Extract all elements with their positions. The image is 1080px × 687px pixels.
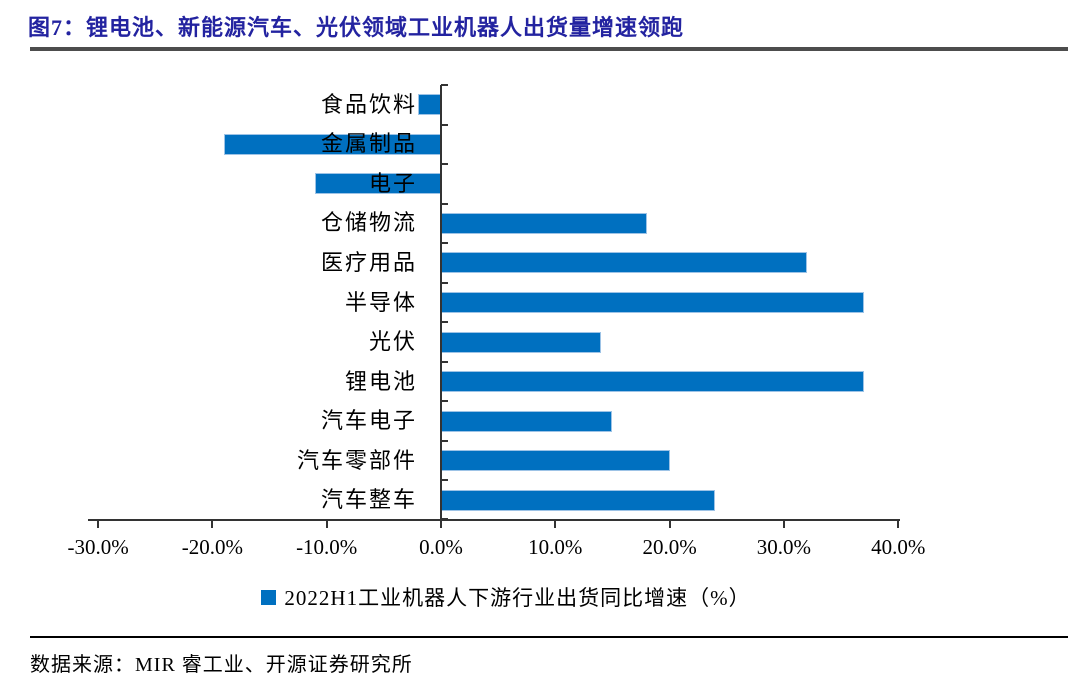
x-axis-tick-label: -20.0% <box>181 535 244 559</box>
legend-marker-icon <box>261 589 277 605</box>
chart-bar <box>441 331 602 353</box>
category-label: 汽车整车 <box>320 487 417 513</box>
category-label: 汽车电子 <box>320 408 417 434</box>
y-axis-tick <box>441 202 448 205</box>
chart-bar <box>441 410 613 432</box>
x-axis-tick-label: 40.0% <box>871 535 926 559</box>
x-axis-tick-label: -30.0% <box>67 535 129 559</box>
chart-bar <box>441 212 647 234</box>
chart-bar <box>441 450 670 472</box>
category-label: 仓储物流 <box>320 210 417 236</box>
chart-legend: 2022H1工业机器人下游行业出货同比增速（%） <box>0 582 1046 612</box>
chart-bar <box>441 371 864 393</box>
x-axis-tick <box>668 520 671 528</box>
x-axis-tick-label: 10.0% <box>528 535 583 559</box>
category-label: 汽车零部件 <box>296 447 417 473</box>
chart-bar <box>441 252 807 274</box>
category-label: 医疗用品 <box>320 249 417 275</box>
y-axis-tick <box>441 479 448 482</box>
bar-chart: 食品饮料金属制品电子仓储物流医疗用品半导体光伏锂电池汽车电子汽车零部件汽车整车 -… <box>0 84 1080 559</box>
legend-label: 2022H1工业机器人下游行业出货同比增速（%） <box>284 586 751 610</box>
footer-divider <box>30 636 1068 638</box>
y-axis-tick <box>441 163 448 166</box>
x-axis-tick-label: 0.0% <box>419 535 463 559</box>
y-axis-tick <box>441 84 448 86</box>
x-axis-tick-label: 20.0% <box>642 535 697 559</box>
category-label: 电子 <box>368 170 417 196</box>
y-axis-tick <box>441 439 448 442</box>
category-label: 光伏 <box>368 329 417 355</box>
category-label: 锂电池 <box>344 368 417 394</box>
x-axis-tick <box>782 520 785 528</box>
y-axis-tick <box>441 281 448 284</box>
y-axis-tick <box>441 123 448 126</box>
chart-bar <box>441 292 864 313</box>
x-axis-tick <box>554 520 557 528</box>
y-axis-tick <box>441 321 448 324</box>
x-axis-tick <box>897 520 900 528</box>
x-axis-tick <box>97 520 100 528</box>
x-axis-tick <box>211 520 214 528</box>
data-source: 数据来源：MIR 睿工业、开源证券研究所 <box>30 654 413 676</box>
y-axis-tick <box>441 360 448 363</box>
y-axis-line <box>440 85 442 520</box>
y-axis-tick <box>441 400 448 403</box>
x-axis-line <box>88 519 900 521</box>
chart-bar <box>441 489 716 511</box>
title-divider <box>30 47 1068 51</box>
y-axis-tick <box>441 242 448 245</box>
x-axis-tick-label: 30.0% <box>756 535 812 559</box>
x-axis-tick <box>325 520 328 528</box>
category-label: 食品饮料 <box>320 91 417 117</box>
x-axis-tick-label: -10.0% <box>296 535 358 559</box>
x-axis-tick <box>440 520 442 528</box>
figure-title: 图7：锂电池、新能源汽车、光伏领域工业机器人出货量增速领跑 <box>28 15 685 40</box>
chart-bar <box>418 94 441 116</box>
category-label: 半导体 <box>344 289 417 315</box>
category-label: 金属制品 <box>320 131 417 157</box>
